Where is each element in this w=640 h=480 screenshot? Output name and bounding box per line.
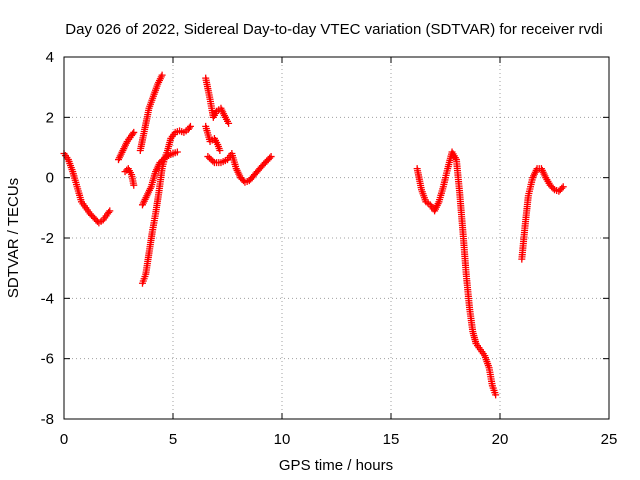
data-point [207,156,215,164]
x-tick-label: 10 [274,431,291,448]
y-tick-label: -6 [41,351,54,368]
data-point [161,154,169,162]
data-point [186,122,194,130]
y-tick-label: 2 [46,109,54,126]
data-point [130,128,138,136]
data-point [159,156,167,164]
x-tick-label: 0 [60,431,68,448]
chart-title: Day 026 of 2022, Sidereal Day-to-day VTE… [65,21,602,38]
data-point [267,153,275,161]
x-axis-label: GPS time / hours [279,457,393,474]
axes: 0 5 10 15 20 25 -8 -6 -4 -2 0 2 4 [41,49,618,448]
x-tick-label: 25 [601,431,618,448]
data-point [549,184,557,192]
data-point [173,148,181,156]
y-tick-label: -2 [41,230,54,247]
y-tick-label: 0 [46,170,54,187]
data-point [204,153,212,161]
data-point [129,130,137,138]
data-point [156,159,164,167]
y-tick-label: -4 [41,290,54,307]
data-point [105,208,113,216]
data-point [225,119,233,127]
x-tick-label: 15 [383,431,400,448]
data-point [492,391,500,399]
data-point [130,181,138,189]
data-point [206,154,214,162]
data-point [559,183,567,191]
plot-frame [63,56,610,420]
data-point [216,147,224,155]
data-point [558,184,566,192]
gridlines [64,57,609,419]
data-point [158,71,166,79]
data-point [209,157,217,165]
data-point [266,154,274,162]
y-axis-label: SDTVAR / TECUs [5,178,22,298]
data-point [158,157,166,165]
y-tick-label: -8 [41,411,54,428]
data-point [185,124,193,132]
x-tick-label: 20 [492,431,509,448]
data-point [121,168,129,176]
x-tick-label: 5 [169,431,177,448]
data-point [106,207,114,215]
y-tick-label: 4 [46,49,54,66]
data-points [60,71,567,399]
